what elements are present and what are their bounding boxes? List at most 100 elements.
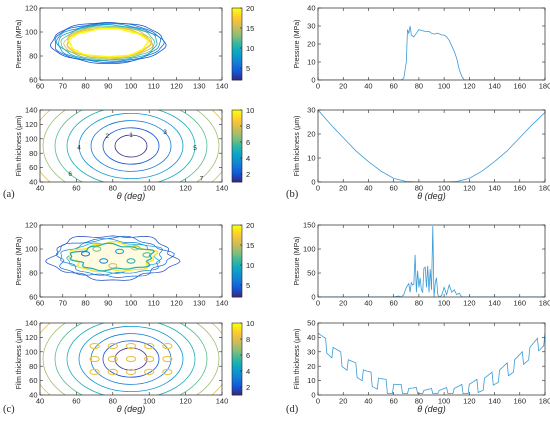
colorbar-swatch [232, 337, 242, 340]
colorbar-swatch [232, 391, 242, 394]
x-tick-label: 100 [143, 184, 156, 193]
colorbar-tick-label: 6 [246, 138, 250, 147]
colorbar-swatch [232, 284, 242, 287]
colorbar-swatch [232, 389, 242, 392]
colorbar-frame [231, 109, 243, 183]
contour-line [99, 258, 109, 264]
x-tick-label: 80 [415, 82, 423, 91]
x-tick-label: 90 [104, 299, 112, 308]
colorbar-swatch [232, 133, 242, 136]
x-tick-label: 180 [539, 299, 550, 308]
x-tick-label: 110 [148, 299, 160, 308]
x-tick-label: 100 [438, 397, 451, 406]
y-tick-label: 10 [307, 154, 315, 163]
dimple-contour [162, 355, 173, 363]
colorbar-swatch [232, 277, 242, 280]
colorbar-swatch [232, 153, 242, 156]
panel-b-bottom-plot: 0 20 40 60 80 100 120 140 160 180 0 10 20 30 Film thic… [294, 106, 550, 201]
colorbar-swatch [232, 174, 242, 177]
contour-line [78, 325, 184, 392]
y-axis-label: Film thickness (μm) [16, 329, 23, 390]
colorbar-swatch [232, 18, 242, 21]
x-tick-label: 180 [539, 397, 550, 406]
colorbar-swatch [232, 387, 242, 390]
colorbar-swatch [232, 160, 242, 163]
colorbar-swatch [232, 72, 242, 75]
dimple-contour [144, 368, 155, 376]
colorbar-swatch [232, 341, 242, 344]
x-tick-label: 100 [438, 82, 451, 91]
contour-label: 3 [163, 129, 167, 136]
contour-line [90, 333, 172, 385]
x-axis-label: θ (deg) [117, 404, 145, 414]
colorbar-swatch [232, 268, 242, 271]
colorbar-swatch [232, 262, 242, 265]
colorbar-frame [231, 322, 243, 396]
colorbar-swatch [232, 366, 242, 369]
colorbar-tick-label: 4 [246, 367, 250, 376]
x-tick-label: 60 [36, 82, 44, 91]
colorbar-swatch [232, 291, 242, 294]
axes-frame [317, 224, 546, 298]
colorbar-swatch [232, 230, 242, 233]
x-tick-label: 40 [36, 184, 44, 193]
colorbar-swatch [232, 355, 242, 358]
colorbar-swatch [232, 49, 242, 52]
x-tick-label: 100 [438, 299, 451, 308]
y-tick-label: 10 [307, 376, 315, 385]
colorbar-swatch [232, 110, 242, 113]
colorbar-swatch [232, 51, 242, 54]
x-tick-label: 120 [463, 82, 476, 91]
film-thickness-line [318, 332, 545, 395]
x-tick-label: 160 [514, 82, 527, 91]
x-tick-label: 100 [125, 299, 138, 308]
colorbar-swatch [232, 333, 242, 336]
colorbar-swatch [232, 378, 242, 381]
y-tick-label: 100 [25, 245, 38, 254]
dimple-contour [144, 342, 155, 350]
y-tick-label: 30 [307, 22, 315, 31]
contour-line [40, 110, 222, 182]
colorbar-swatch [232, 293, 242, 296]
y-tick-label: 150 [303, 221, 316, 230]
x-tick-label: 90 [104, 82, 112, 91]
colorbar-swatch [232, 289, 242, 292]
contour-label: 8 [129, 204, 133, 211]
colorbar-swatch [232, 135, 242, 138]
x-tick-label: 0 [316, 184, 320, 193]
contour-line [45, 235, 181, 281]
colorbar-swatch [232, 27, 242, 30]
colorbar-swatch [232, 344, 242, 347]
colorbar-swatch [232, 126, 242, 129]
y-tick-label: 80 [29, 52, 37, 61]
colorbar-swatch [232, 286, 242, 289]
y-axis-label: Pressure (MPa) [294, 236, 301, 285]
y-tick-label: 60 [29, 163, 37, 172]
x-tick-label: 80 [415, 184, 423, 193]
contour-label: 1 [129, 132, 133, 139]
colorbar-swatch [232, 63, 242, 66]
colorbar-swatch [232, 128, 242, 131]
x-tick-label: 60 [36, 299, 44, 308]
contour-line [54, 110, 208, 182]
y-tick-label: 120 [25, 333, 38, 342]
y-axis-label: Film thickness (μm) [294, 116, 301, 177]
colorbar-swatch [232, 178, 242, 181]
panel-label-b: (b) [286, 189, 299, 200]
panel-d-top-plot: 0 20 40 60 80 100 120 140 160 180 0 50 100 150Pressur… [294, 221, 550, 308]
colorbar-swatch [232, 351, 242, 354]
x-tick-label: 160 [514, 397, 527, 406]
x-tick-label: 140 [216, 82, 229, 91]
film-thickness-line [318, 110, 545, 182]
colorbar-swatch [232, 250, 242, 253]
axes-frame [317, 7, 546, 81]
colorbar-tick-label: 10 [246, 44, 254, 53]
colorbar-swatch [232, 65, 242, 68]
contour-line [54, 323, 208, 395]
contour-line [131, 245, 141, 251]
colorbar-swatch [232, 15, 242, 18]
y-tick-label: 120 [25, 120, 38, 129]
colorbar-swatch [232, 328, 242, 331]
y-tick-label: 20 [307, 130, 315, 139]
colorbar-swatch [232, 271, 242, 274]
